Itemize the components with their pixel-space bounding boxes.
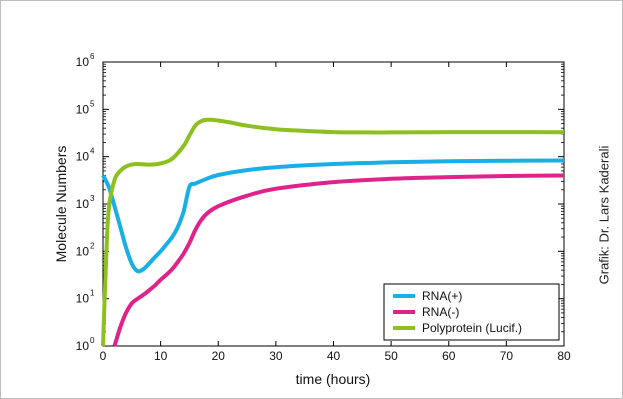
y-tick-label: 10	[76, 102, 90, 116]
x-tick-label: 40	[327, 349, 341, 363]
y-tick-label: 10	[76, 339, 90, 353]
legend: RNA(+) RNA(-) Polyprotein (Lucif.)	[383, 283, 560, 341]
y-tick-exponent: 6	[90, 52, 95, 61]
x-tick-label: 10	[154, 349, 168, 363]
y-tick-label: 10	[76, 292, 90, 306]
legend-label-rna-plus: RNA(+)	[422, 289, 462, 303]
series-line-rna	[112, 173, 565, 347]
y-tick-exponent: 5	[90, 99, 95, 108]
y-axis-label: Molecule Numbers	[53, 146, 69, 263]
y-tick-label: 10	[76, 55, 90, 69]
y-tick-exponent: 0	[90, 336, 95, 345]
image-credit: Grafik: Dr. Lars Kaderali	[596, 145, 612, 285]
y-tick-exponent: 4	[90, 147, 95, 156]
series-lines	[101, 117, 565, 347]
x-tick-label: 20	[212, 349, 226, 363]
y-tick-exponent: 2	[90, 241, 95, 250]
y-tick-label: 10	[76, 244, 90, 258]
y-tick-exponent: 1	[90, 289, 95, 298]
y-tick-label: 10	[76, 150, 90, 164]
x-tick-label: 80	[557, 349, 571, 363]
x-tick-label: 50	[384, 349, 398, 363]
series-line-rna	[101, 158, 565, 274]
x-tick-label: 70	[500, 349, 514, 363]
x-tick-label: 0	[100, 349, 107, 363]
legend-label-polyprotein: Polyprotein (Lucif.)	[422, 321, 522, 335]
y-tick-exponent: 3	[90, 194, 95, 203]
y-tick-label: 10	[76, 197, 90, 211]
series-line-polyprotein-lucif	[101, 117, 565, 347]
x-tick-label: 60	[442, 349, 456, 363]
legend-label-rna-minus: RNA(-)	[422, 305, 459, 319]
x-tick-label: 30	[269, 349, 283, 363]
x-axis-label: time (hours)	[296, 371, 371, 387]
